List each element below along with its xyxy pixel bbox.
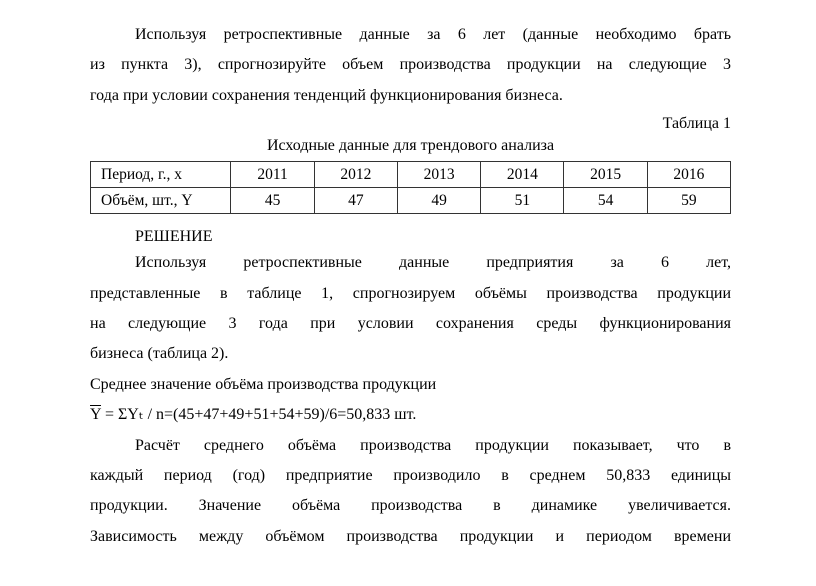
- year-cell: 2013: [397, 162, 480, 188]
- solution-p1-line3: на следующие 3 года при условии сохранен…: [90, 309, 731, 339]
- table-row: Период, г., х 2011 2012 2013 2014 2015 2…: [91, 162, 731, 188]
- solution-p2-line3: продукции. Значение объёма производства …: [90, 491, 731, 521]
- year-cell: 2011: [231, 162, 314, 188]
- solution-p1-line1: Используя ретроспективные данные предпри…: [90, 248, 731, 278]
- solution-p2-line2: каждый период (год) предприятие производ…: [90, 461, 731, 491]
- year-cell: 2015: [564, 162, 647, 188]
- value-cell: 51: [481, 188, 564, 214]
- year-cell: 2014: [481, 162, 564, 188]
- intro-paragraph-line1: Используя ретроспективные данные за 6 ле…: [90, 20, 731, 50]
- row-header-period: Период, г., х: [91, 162, 231, 188]
- value-cell: 54: [564, 188, 647, 214]
- solution-p2-line1: Расчёт среднего объёма производства прод…: [90, 431, 731, 461]
- table-label: Таблица 1: [90, 115, 731, 133]
- value-cell: 59: [647, 188, 730, 214]
- table-caption: Исходные данные для трендового анализа: [90, 137, 731, 155]
- formula-body: = ΣYₜ / n=(45+47+49+51+54+59)/6=50,833 ш…: [101, 406, 416, 423]
- table-row: Объём, шт., Y 45 47 49 51 54 59: [91, 188, 731, 214]
- solution-p2-line4: Зависимость между объёмом производства п…: [90, 522, 731, 552]
- formula-line: Y = ΣYₜ / n=(45+47+49+51+54+59)/6=50,833…: [90, 400, 731, 430]
- year-cell: 2012: [314, 162, 397, 188]
- row-header-volume: Объём, шт., Y: [91, 188, 231, 214]
- formula-y-bar: Y: [90, 406, 101, 423]
- solution-p1-line4: бизнеса (таблица 2).: [90, 339, 731, 369]
- value-cell: 45: [231, 188, 314, 214]
- intro-paragraph-line3: года при условии сохранения тенденций фу…: [90, 81, 731, 111]
- year-cell: 2016: [647, 162, 730, 188]
- intro-paragraph-line2: из пункта 3), спрогнозируйте объем произ…: [90, 50, 731, 80]
- avg-heading: Среднее значение объёма производства про…: [90, 370, 731, 400]
- solution-heading: РЕШЕНИЕ: [90, 228, 731, 246]
- value-cell: 49: [397, 188, 480, 214]
- value-cell: 47: [314, 188, 397, 214]
- solution-p1-line2: представленные в таблице 1, спрогнозируе…: [90, 279, 731, 309]
- data-table: Период, г., х 2011 2012 2013 2014 2015 2…: [90, 161, 731, 214]
